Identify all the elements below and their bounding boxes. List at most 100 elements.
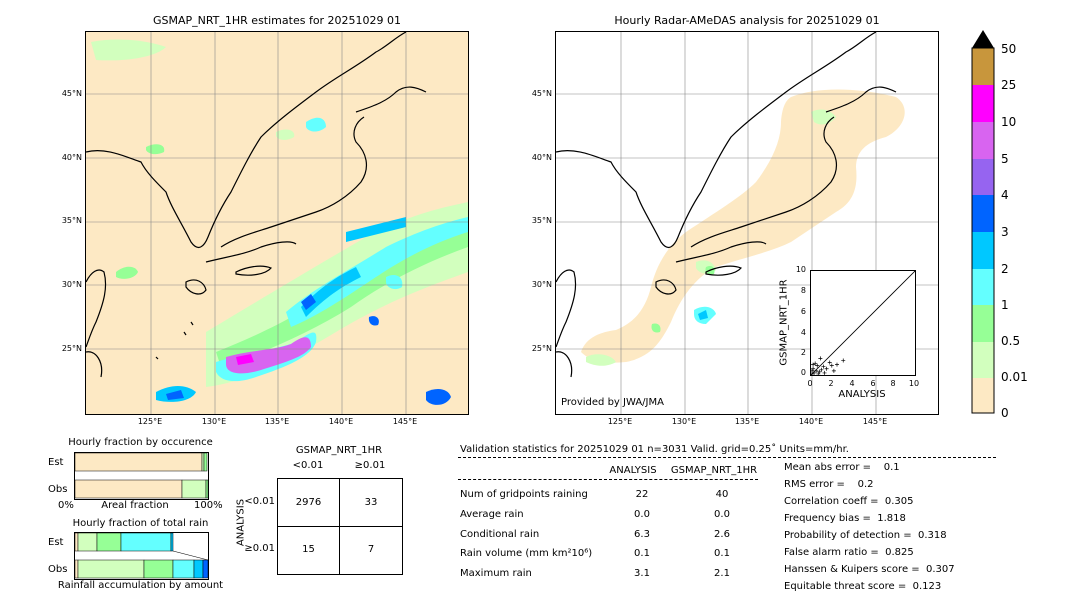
scatter-point <box>817 369 822 374</box>
scatter-point <box>815 363 820 368</box>
scatter-canvas <box>810 270 916 376</box>
scatter-xlabel: ANALYSIS <box>838 389 886 400</box>
score-mean-abs-error: Mean abs error = 0.1 <box>784 462 900 473</box>
score-pod: Probability of detection = 0.318 <box>784 530 947 541</box>
tr-est-3 <box>120 532 172 552</box>
colorbar-swatch-4 <box>972 195 994 232</box>
scatter-point <box>818 356 823 361</box>
occ-obs-dry <box>74 479 183 499</box>
right-lon-145: 145°E <box>862 417 888 426</box>
occurrence-canvas <box>74 452 209 499</box>
validation-row-gsmap: 0.0 <box>714 509 730 520</box>
colorbar-label-50: 50 <box>1001 42 1017 56</box>
colorbar-swatch-0 <box>972 48 994 85</box>
colorbar-swatch-9 <box>972 378 994 413</box>
occ-est-dry <box>74 452 203 472</box>
validation-subdivider <box>458 479 758 480</box>
left-lon-140: 140°E <box>328 417 354 426</box>
scatter-ytick-0: 0 <box>800 368 806 377</box>
scatter-ytick-2: 2 <box>800 348 806 357</box>
validation-row-analysis: 0.0 <box>634 509 650 520</box>
colorbar-swatch-2 <box>972 122 994 159</box>
scatter-point <box>812 370 817 375</box>
tr-obs-2 <box>143 559 174 579</box>
radar-credit: Provided by JWA/JMA <box>561 397 664 408</box>
left-lat-25: 25°N <box>61 344 82 353</box>
scatter-ytick-6: 6 <box>800 307 806 316</box>
right-lon-140: 140°E <box>798 417 824 426</box>
contingency-col1: <0.01 <box>292 460 324 471</box>
colorbar-label-1: 1 <box>1001 298 1009 312</box>
scatter-xtick-8: 8 <box>890 379 896 388</box>
tr-est-4 <box>170 532 174 552</box>
left-grid <box>86 32 468 414</box>
contingency-v11: 2976 <box>295 497 322 508</box>
tr-obs-3 <box>172 559 195 579</box>
score-far: False alarm ratio = 0.825 <box>784 547 914 558</box>
validation-divider <box>458 457 996 458</box>
contingency-col2: ≥0.01 <box>354 460 386 471</box>
scatter-point <box>831 368 836 373</box>
scatter-ytick-4: 4 <box>800 328 806 337</box>
right-lat-35: 35°N <box>531 216 552 225</box>
scatter-plot <box>810 270 916 376</box>
occurrence-title: Hourly fraction by occurence <box>68 437 213 448</box>
validation-row-label: Conditional rain <box>460 529 540 540</box>
validation-col-gsmap: GSMAP_NRT_1HR <box>670 465 758 476</box>
left-lon-145: 145°E <box>392 417 418 426</box>
right-lat-30: 30°N <box>531 280 552 289</box>
validation-title: Validation statistics for 20251029 01 n=… <box>460 444 849 455</box>
validation-row-analysis: 0.1 <box>634 548 650 559</box>
scatter-point <box>821 364 826 369</box>
right-lat-40: 40°N <box>531 153 552 162</box>
contingency-v21: 15 <box>302 544 315 555</box>
validation-row-gsmap: 0.1 <box>714 548 730 559</box>
scatter-point <box>810 368 815 373</box>
colorbar-label-5: 5 <box>1001 152 1009 166</box>
right-lat-45: 45°N <box>531 89 552 98</box>
validation-row-analysis: 22 <box>635 489 649 500</box>
contingency-v22: 7 <box>367 544 375 555</box>
score-ets: Equitable threat score = 0.123 <box>784 581 942 592</box>
colorbar-label-0: 0 <box>1001 406 1009 420</box>
colorbar-swatch-3 <box>972 159 994 195</box>
score-correlation: Correlation coeff = 0.305 <box>784 496 914 507</box>
left-map <box>85 31 469 415</box>
contingency-header: GSMAP_NRT_1HR <box>295 445 383 456</box>
right-map-title: Hourly Radar-AMeDAS analysis for 2025102… <box>614 14 880 27</box>
validation-col-analysis: ANALYSIS <box>609 465 657 476</box>
tr-obs-1 <box>77 559 145 579</box>
right-map: Provided by JWA/JMA <box>555 31 939 415</box>
left-lat-45: 45°N <box>61 89 82 98</box>
occurrence-axis-label: Areal fraction <box>101 500 169 511</box>
right-lon-135: 135°E <box>734 417 760 426</box>
scatter-point <box>835 362 839 367</box>
occ-est-mid <box>203 452 208 472</box>
scatter-xtick-4: 4 <box>849 379 855 388</box>
scatter-point <box>829 363 834 368</box>
scatter-ytick-10: 10 <box>795 265 806 274</box>
colorbar-swatch-6 <box>972 269 994 305</box>
tr-obs-4 <box>193 559 204 579</box>
tr-est-2 <box>96 532 122 552</box>
colorbar-swatch-8 <box>972 342 994 378</box>
colorbar-label-0-5: 0.5 <box>1001 334 1021 348</box>
tr-est-1 <box>77 532 98 552</box>
validation-row-gsmap: 2.1 <box>714 568 730 579</box>
scatter-ylabel: GSMAP_NRT_1HR <box>778 279 790 366</box>
colorbar-label-25: 25 <box>1001 78 1017 92</box>
contingency-v12: 33 <box>364 497 378 508</box>
validation-row-label: Rain volume (mm km²10⁶) <box>460 548 593 559</box>
total-rain-obs-label: Obs <box>48 564 68 575</box>
scatter-point <box>811 362 816 367</box>
left-map-title: GSMAP_NRT_1HR estimates for 20251029 01 <box>152 14 402 27</box>
score-hk: Hanssen & Kuipers score = 0.307 <box>784 564 955 575</box>
left-coastline <box>86 32 427 378</box>
occ-obs-mid <box>205 479 209 499</box>
colorbar-label-4: 4 <box>1001 188 1009 202</box>
tr-est-0 <box>74 532 79 552</box>
colorbar-label-2: 2 <box>1001 262 1009 276</box>
colorbar-canvas <box>971 30 995 414</box>
occurrence-est-label: Est <box>48 457 64 468</box>
occurrence-obs-label: Obs <box>48 484 68 495</box>
